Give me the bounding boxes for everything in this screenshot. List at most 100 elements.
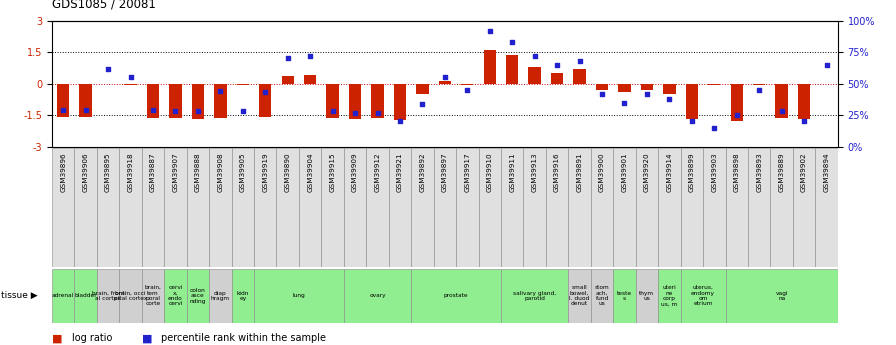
- Text: GSM39917: GSM39917: [464, 152, 470, 191]
- Bar: [326, 84, 339, 118]
- Point: [640, 91, 654, 97]
- Bar: [74, 269, 97, 323]
- Bar: [461, 84, 473, 85]
- Point: [819, 62, 833, 68]
- Bar: [523, 148, 546, 267]
- Bar: [142, 269, 164, 323]
- Text: GSM39892: GSM39892: [419, 152, 426, 191]
- Bar: [573, 69, 586, 84]
- Point: [325, 109, 340, 114]
- Text: prostate: prostate: [444, 293, 469, 298]
- Bar: [411, 148, 434, 267]
- Text: bladder: bladder: [74, 293, 97, 298]
- Text: teste
s: teste s: [617, 290, 632, 301]
- Bar: [254, 148, 277, 267]
- Point: [685, 119, 699, 124]
- Bar: [80, 84, 91, 117]
- Text: GDS1085 / 20081: GDS1085 / 20081: [52, 0, 156, 10]
- Bar: [546, 148, 568, 267]
- Point: [595, 91, 609, 97]
- Bar: [726, 148, 748, 267]
- Text: GSM39901: GSM39901: [622, 152, 627, 191]
- Bar: [209, 269, 231, 323]
- Bar: [590, 269, 613, 323]
- Bar: [371, 84, 383, 118]
- Bar: [57, 84, 69, 117]
- Bar: [366, 148, 389, 267]
- Bar: [214, 84, 227, 118]
- Bar: [478, 148, 501, 267]
- Text: percentile rank within the sample: percentile rank within the sample: [161, 333, 326, 343]
- Text: brain, occi
pital cortex: brain, occi pital cortex: [114, 290, 147, 301]
- Point: [79, 107, 93, 113]
- Text: GSM39918: GSM39918: [127, 152, 134, 191]
- Text: GSM39898: GSM39898: [734, 152, 740, 191]
- Bar: [304, 75, 316, 84]
- Text: GSM39888: GSM39888: [195, 152, 201, 191]
- Text: stom
ach,
fund
us: stom ach, fund us: [595, 285, 609, 306]
- Text: GSM39895: GSM39895: [105, 152, 111, 191]
- Point: [505, 39, 520, 45]
- Point: [168, 109, 183, 114]
- Text: GSM39893: GSM39893: [756, 152, 762, 191]
- Text: GSM39920: GSM39920: [644, 152, 650, 191]
- Text: GSM39891: GSM39891: [576, 152, 582, 191]
- Bar: [613, 269, 635, 323]
- Bar: [730, 84, 743, 121]
- Point: [415, 101, 429, 107]
- Point: [101, 66, 116, 71]
- Bar: [456, 148, 478, 267]
- Point: [797, 119, 811, 124]
- Text: GSM39907: GSM39907: [172, 152, 178, 191]
- Bar: [708, 84, 720, 85]
- Text: GSM39887: GSM39887: [150, 152, 156, 191]
- Bar: [411, 269, 501, 323]
- Bar: [681, 148, 703, 267]
- Point: [483, 28, 497, 33]
- Text: GSM39894: GSM39894: [823, 152, 830, 191]
- Text: GSM39905: GSM39905: [240, 152, 246, 191]
- Point: [303, 53, 317, 59]
- Bar: [281, 76, 294, 84]
- Bar: [439, 80, 451, 84]
- Text: brain,
tem
poral
corte: brain, tem poral corte: [144, 285, 161, 306]
- Text: GSM39908: GSM39908: [218, 152, 223, 191]
- Bar: [231, 269, 254, 323]
- Bar: [192, 84, 204, 119]
- Bar: [125, 84, 137, 85]
- Bar: [501, 148, 523, 267]
- Bar: [52, 148, 74, 267]
- Bar: [97, 148, 119, 267]
- Bar: [119, 148, 142, 267]
- Bar: [590, 148, 613, 267]
- Bar: [97, 269, 119, 323]
- Text: uteri
ne
corp
us, m: uteri ne corp us, m: [661, 285, 677, 306]
- Text: GSM39900: GSM39900: [599, 152, 605, 191]
- Text: GSM39909: GSM39909: [352, 152, 358, 191]
- Bar: [501, 269, 568, 323]
- Bar: [237, 84, 249, 85]
- Bar: [659, 148, 681, 267]
- Text: GSM39921: GSM39921: [397, 152, 403, 191]
- Bar: [231, 148, 254, 267]
- Text: GSM39902: GSM39902: [801, 152, 807, 191]
- Bar: [753, 84, 765, 85]
- Text: adrenal: adrenal: [52, 293, 74, 298]
- Bar: [254, 269, 344, 323]
- Point: [573, 58, 587, 64]
- Bar: [568, 148, 590, 267]
- Point: [56, 107, 71, 113]
- Text: GSM39890: GSM39890: [285, 152, 290, 191]
- Bar: [186, 269, 209, 323]
- Point: [370, 110, 384, 115]
- Bar: [164, 269, 186, 323]
- Bar: [209, 148, 231, 267]
- Bar: [147, 84, 159, 118]
- Bar: [389, 148, 411, 267]
- Bar: [434, 148, 456, 267]
- Bar: [344, 148, 366, 267]
- Bar: [119, 269, 142, 323]
- Text: GSM39910: GSM39910: [487, 152, 493, 191]
- Text: ■: ■: [142, 333, 152, 343]
- Point: [528, 53, 542, 59]
